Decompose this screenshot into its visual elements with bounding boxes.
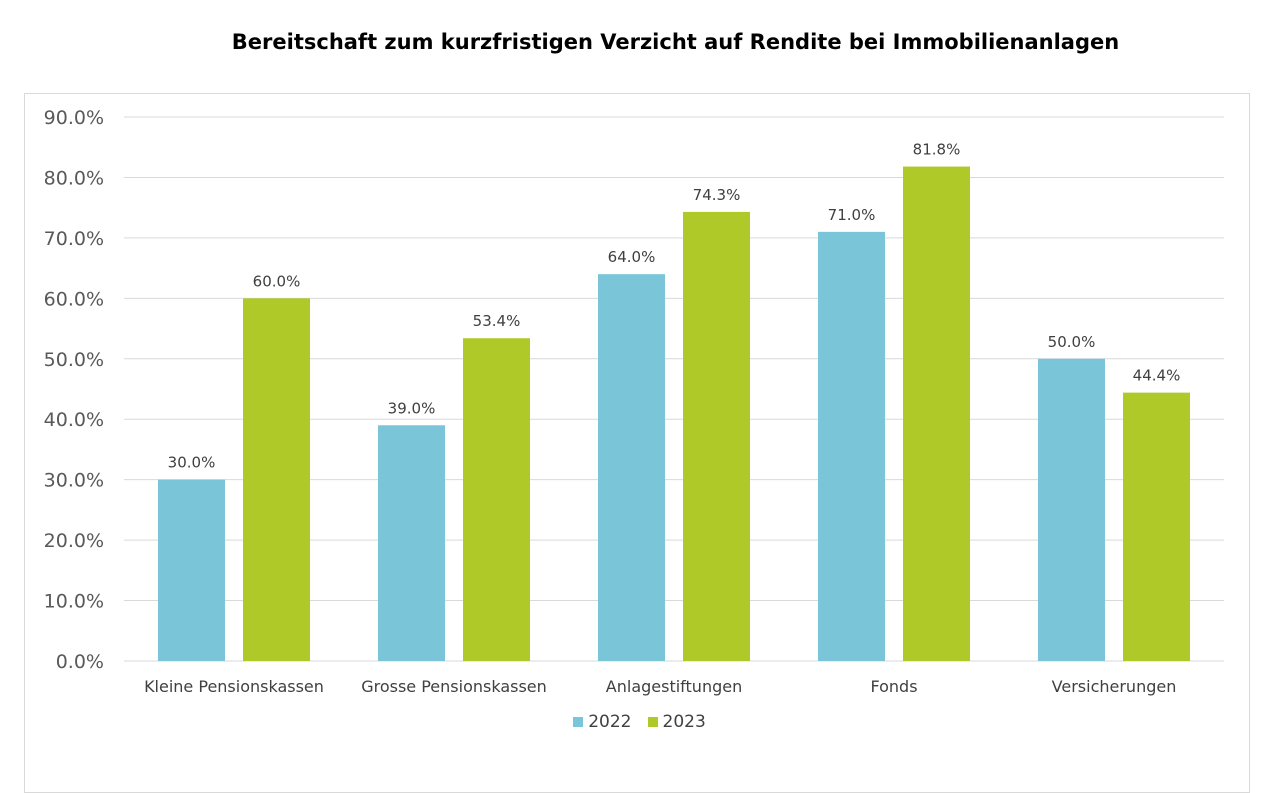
data-label-2023-0: 60.0% [253, 272, 301, 290]
y-axis-tick-labels: 0.0% 10.0% 20.0% 30.0% 40.0% 50.0% 60.0% 70.0% 8… [44, 107, 104, 673]
legend-label-2023: 2023 [662, 712, 706, 732]
data-label-2022-3: 71.0% [828, 206, 876, 224]
bar-2023-0 [243, 298, 310, 661]
legend-item-2023[interactable]: 2023 [647, 712, 706, 732]
legend-swatch-2023 [647, 717, 658, 727]
y-tick-label-30: 30.0% [44, 470, 104, 492]
bar-2022-0 [158, 479, 225, 661]
data-label-2022-1: 39.0% [388, 399, 436, 417]
bar-2023-1 [463, 338, 530, 661]
legend-label-2022: 2022 [588, 712, 632, 732]
x-tick-label-4: Versicherungen [1052, 677, 1177, 696]
x-tick-label-1: Grosse Pensionskassen [361, 677, 547, 696]
data-label-2023-1: 53.4% [473, 312, 521, 330]
y-tick-label-0: 0.0% [56, 651, 104, 673]
bar-2023-3 [903, 166, 970, 661]
data-label-2023-3: 81.8% [913, 141, 961, 159]
bar-2022-2 [598, 274, 665, 661]
legend-swatch-2022 [573, 717, 584, 727]
legend: 2022 2023 [0, 712, 1277, 732]
y-tick-label-90: 90.0% [44, 107, 104, 129]
bar-2022-4 [1038, 358, 1105, 661]
legend-item-2022[interactable]: 2022 [573, 712, 632, 732]
data-label-2023-2: 74.3% [693, 186, 741, 204]
bar-2023-2 [683, 211, 750, 662]
y-tick-label-50: 50.0% [44, 349, 104, 371]
data-label-2022-0: 30.0% [168, 454, 216, 472]
bar-2023-4 [1123, 392, 1190, 661]
y-tick-label-10: 10.0% [44, 591, 104, 613]
x-tick-label-3: Fonds [870, 677, 917, 696]
x-axis-category-labels: Kleine Pensionskassen Grosse Pensionskass… [144, 677, 1176, 696]
x-tick-label-0: Kleine Pensionskassen [144, 677, 324, 696]
y-tick-label-20: 20.0% [44, 530, 104, 552]
y-tick-label-70: 70.0% [44, 228, 104, 250]
data-label-2023-4: 44.4% [1133, 367, 1181, 385]
y-tick-label-60: 60.0% [44, 288, 104, 310]
bar-2022-3 [818, 231, 885, 661]
x-tick-label-2: Anlagestiftungen [606, 677, 742, 696]
bars [158, 166, 1190, 662]
bar-chart: 0.0% 10.0% 20.0% 30.0% 40.0% 50.0% 60.0% 70.0% 8… [44, 107, 1224, 696]
data-labels: 30.0% 60.0% 39.0% 53.4% 64.0% 74.3% 71.0% 81.8%… [168, 141, 1181, 472]
y-tick-label-80: 80.0% [44, 167, 104, 189]
bar-2022-1 [378, 425, 445, 661]
chart-title: Bereitschaft zum kurzfristigen Verzicht … [231, 30, 1120, 54]
y-tick-label-40: 40.0% [44, 409, 104, 431]
data-label-2022-2: 64.0% [608, 248, 656, 266]
data-label-2022-4: 50.0% [1048, 333, 1096, 351]
